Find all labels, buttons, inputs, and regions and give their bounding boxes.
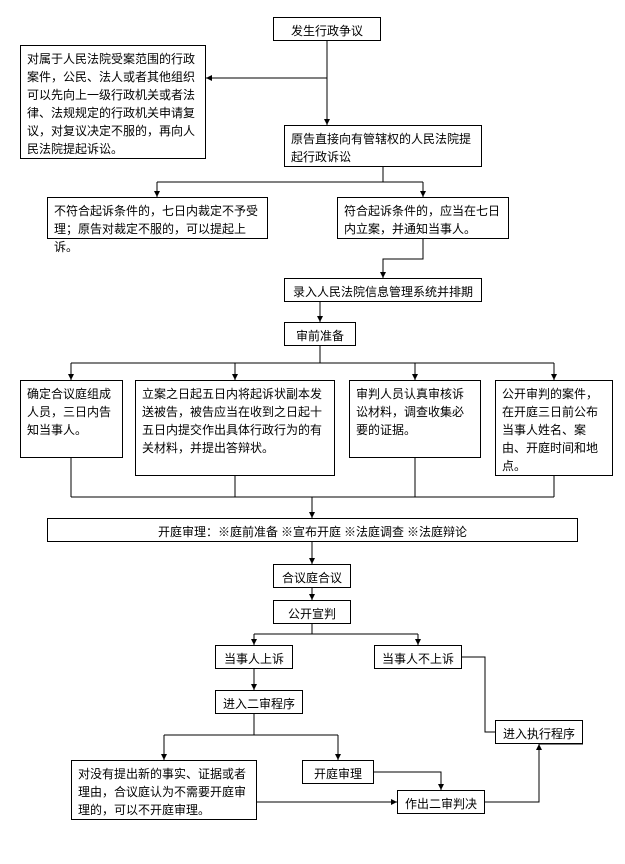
t: 进入二审程序 (223, 697, 295, 711)
node-register: 录入人民法院信息管理系统并排期 (284, 278, 482, 302)
t: 对没有提出新的事实、证据或者理由，合议庭认为不需要开庭审理的，可以不开庭审理。 (78, 767, 246, 817)
t: 审前准备 (296, 329, 344, 343)
t: 立案之日起五日内将起诉状副本发送被告，被告应当在收到之日起十五日内提交作出具体行… (142, 387, 322, 455)
node-dispute: 发生行政争议 (273, 17, 381, 41)
t: 合议庭合议 (282, 571, 342, 585)
t: 对属于人民法院受案范围的行政案件，公民、法人或者其他组织可以先向上一级行政机关或… (27, 52, 195, 156)
t: 公开审判的案件，在开庭三日前公布当事人姓名、案由、开庭时间和地点。 (502, 387, 598, 473)
node-reject: 不符合起诉条件的，七日内裁定不予受理；原告对裁定不服的，可以提起上诉。 (47, 197, 268, 239)
t: 进入执行程序 (503, 727, 575, 741)
node-publish: 公开审判的案件，在开庭三日前公布当事人姓名、案由、开庭时间和地点。 (495, 380, 613, 476)
node-pretrial: 审前准备 (284, 322, 356, 346)
node-review: 审判人员认真审核诉讼材料，调查收集必要的证据。 (349, 380, 481, 458)
node-execute: 进入执行程序 (495, 720, 583, 744)
node-reconsider: 对属于人民法院受案范围的行政案件，公民、法人或者其他组织可以先向上一级行政机关或… (20, 45, 206, 159)
t: 原告直接向有管辖权的人民法院提起行政诉讼 (291, 132, 471, 164)
node-accept: 符合起诉条件的，应当在七日内立案，并通知当事人。 (337, 197, 509, 239)
t: 发生行政争议 (291, 24, 363, 38)
node-appeal: 当事人上诉 (215, 645, 293, 669)
t: 开庭审理：※庭前准备 ※宣布开庭 ※法庭调查 ※法庭辩论 (158, 525, 467, 539)
node-second-hearing: 开庭审理 (302, 760, 374, 784)
node-file-suit: 原告直接向有管辖权的人民法院提起行政诉讼 (284, 125, 482, 167)
node-hearing: 开庭审理：※庭前准备 ※宣布开庭 ※法庭调查 ※法庭辩论 (47, 518, 578, 542)
t: 符合起诉条件的，应当在七日内立案，并通知当事人。 (344, 204, 500, 236)
node-noappeal: 当事人不上诉 (374, 645, 462, 669)
t: 录入人民法院信息管理系统并排期 (293, 285, 473, 299)
node-second-verdict: 作出二审判决 (397, 790, 485, 814)
node-second-trial: 进入二审程序 (215, 690, 303, 714)
node-deliberate: 合议庭合议 (273, 564, 351, 588)
t: 当事人不上诉 (382, 652, 454, 666)
t: 公开宣判 (288, 607, 336, 621)
t: 审判人员认真审核诉讼材料，调查收集必要的证据。 (356, 387, 464, 437)
node-no-newfacts: 对没有提出新的事实、证据或者理由，合议庭认为不需要开庭审理的，可以不开庭审理。 (71, 760, 257, 820)
t: 作出二审判决 (405, 797, 477, 811)
node-verdict: 公开宣判 (273, 600, 351, 624)
t: 开庭审理 (314, 767, 362, 781)
t: 不符合起诉条件的，七日内裁定不予受理；原告对裁定不服的，可以提起上诉。 (54, 204, 258, 254)
t: 当事人上诉 (224, 652, 284, 666)
node-serve: 立案之日起五日内将起诉状副本发送被告，被告应当在收到之日起十五日内提交作出具体行… (135, 380, 335, 476)
t: 确定合议庭组成人员，三日内告知当事人。 (27, 387, 111, 437)
node-panel: 确定合议庭组成人员，三日内告知当事人。 (20, 380, 123, 458)
